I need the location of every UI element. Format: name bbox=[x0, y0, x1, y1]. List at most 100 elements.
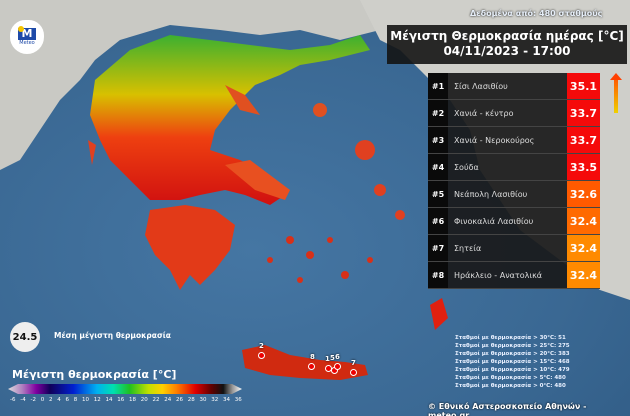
stat-line: Σταθμοί με θερμοκρασία > 25°C: 275 bbox=[455, 343, 570, 349]
copyright: © Εθνικό Αστεροσκοπείο Αθηνών - meteo.gr bbox=[428, 402, 587, 416]
legend-title: Μέγιστη θερμοκρασία [°C] bbox=[12, 368, 177, 381]
ranking-table: #1 Σίσι Λασιθίου 35.1 #2 Χανιά - κέντρο 33.7… bbox=[428, 73, 600, 289]
temperature-value: 33.7 bbox=[567, 100, 600, 126]
samos bbox=[395, 210, 405, 220]
meteo-logo: M Meteo bbox=[10, 20, 44, 54]
legend-tick: 8 bbox=[73, 397, 78, 403]
title-box: Μέγιστη Θερμοκρασία ημέρας [°C] 04/11/20… bbox=[387, 25, 627, 64]
marker-label: 1 bbox=[325, 355, 330, 363]
marker-label: 8 bbox=[310, 353, 315, 361]
rank: #7 bbox=[428, 235, 448, 261]
ranking-row: #6 Φινοκαλιά Λασιθίου 32.4 bbox=[428, 208, 600, 235]
station-marker bbox=[308, 363, 315, 370]
stat-line: Σταθμοί με θερμοκρασία > 15°C: 468 bbox=[455, 359, 570, 365]
stat-line: Σταθμοί με θερμοκρασία > 0°C: 480 bbox=[455, 383, 566, 389]
ranking-row: #4 Σούδα 33.5 bbox=[428, 154, 600, 181]
legend-tick: 14 bbox=[105, 397, 113, 403]
temperature-value: 32.4 bbox=[567, 262, 600, 288]
corfu bbox=[88, 140, 96, 165]
legend-tick: 0 bbox=[40, 397, 45, 403]
legend-tick: 24 bbox=[164, 397, 172, 403]
ranking-row: #2 Χανιά - κέντρο 33.7 bbox=[428, 100, 600, 127]
stat-line: Σταθμοί με θερμοκρασία > 5°C: 480 bbox=[455, 375, 566, 381]
legend-tick: 10 bbox=[81, 397, 89, 403]
legend-tick: -6 bbox=[10, 397, 16, 403]
marker-label: 7 bbox=[351, 359, 356, 367]
legend-ticks: -6 -4 -2 0 2 4 6 8 10 12 14 16 18 20 22 24 26 28 30 32 34 36 bbox=[10, 397, 242, 403]
station-name: Σούδα bbox=[448, 154, 567, 180]
marker-label: 5 bbox=[330, 354, 335, 362]
ranking-row: #1 Σίσι Λασιθίου 35.1 bbox=[428, 73, 600, 100]
lesvos bbox=[355, 140, 375, 160]
temperature-value: 32.4 bbox=[567, 208, 600, 234]
temperature-value: 32.6 bbox=[567, 181, 600, 207]
crete bbox=[242, 345, 368, 380]
legend-tick: 20 bbox=[140, 397, 148, 403]
station-name: Ηράκλειο - Ανατολικά bbox=[448, 262, 567, 288]
data-source: Δεδομένα από: 480 σταθμούς bbox=[470, 9, 603, 18]
average-temperature-label: Μέση μέγιστη θερμοκρασία bbox=[54, 331, 171, 340]
rhodes bbox=[430, 298, 448, 330]
station-marker bbox=[334, 363, 341, 370]
legend-tick: 26 bbox=[175, 397, 183, 403]
marker-label: 6 bbox=[335, 353, 340, 361]
stat-line: Σταθμοί με θερμοκρασία > 20°C: 383 bbox=[455, 351, 570, 357]
average-temperature-badge: 24.5 bbox=[10, 322, 40, 352]
legend-tick: 18 bbox=[128, 397, 136, 403]
legend-tick: 34 bbox=[222, 397, 230, 403]
station-name: Χανιά - κέντρο bbox=[448, 100, 567, 126]
station-name: Σητεία bbox=[448, 235, 567, 261]
station-marker bbox=[350, 369, 357, 376]
temperature-value: 33.7 bbox=[567, 127, 600, 153]
map-datetime: 04/11/2023 - 17:00 bbox=[443, 44, 571, 58]
rank: #6 bbox=[428, 208, 448, 234]
rank: #3 bbox=[428, 127, 448, 153]
evia bbox=[225, 160, 290, 200]
station-name: Χανιά - Νεροκούρος bbox=[448, 127, 567, 153]
station-stats: Σταθμοί με θερμοκρασία > 30°C: 51 Σταθμο… bbox=[455, 334, 570, 390]
rank: #5 bbox=[428, 181, 448, 207]
station-name: Σίσι Λασιθίου bbox=[448, 73, 567, 99]
cyclades bbox=[267, 236, 373, 283]
legend-tick: -4 bbox=[20, 397, 26, 403]
color-scale-bar bbox=[8, 384, 242, 394]
ranking-row: #7 Σητεία 32.4 bbox=[428, 235, 600, 262]
north-arrow-icon bbox=[610, 73, 622, 113]
marker-label: 2 bbox=[259, 342, 264, 350]
legend-tick: 28 bbox=[187, 397, 195, 403]
balkans-land bbox=[0, 0, 390, 170]
legend-tick: 6 bbox=[65, 397, 69, 403]
temperature-value: 32.4 bbox=[567, 235, 600, 261]
legend-tick: 32 bbox=[211, 397, 219, 403]
logo-sun-icon bbox=[18, 26, 24, 32]
chalkidiki bbox=[225, 85, 260, 115]
ranking-row: #5 Νεάπολη Λασιθίου 32.6 bbox=[428, 181, 600, 208]
rank: #8 bbox=[428, 262, 448, 288]
rank: #2 bbox=[428, 100, 448, 126]
legend-tick: 22 bbox=[152, 397, 160, 403]
ranking-row: #8 Ηράκλειο - Ανατολικά 32.4 bbox=[428, 262, 600, 289]
legend-tick: 30 bbox=[199, 397, 207, 403]
chios bbox=[374, 184, 386, 196]
rank: #4 bbox=[428, 154, 448, 180]
lemnos bbox=[313, 103, 327, 117]
legend-tick: 12 bbox=[93, 397, 101, 403]
station-name: Νεάπολη Λασιθίου bbox=[448, 181, 567, 207]
legend-tick: 16 bbox=[117, 397, 125, 403]
rank: #1 bbox=[428, 73, 448, 99]
map-title: Μέγιστη Θερμοκρασία ημέρας [°C] bbox=[390, 29, 624, 43]
station-marker bbox=[258, 352, 265, 359]
mainland-greece bbox=[90, 35, 370, 205]
stat-line: Σταθμοί με θερμοκρασία > 10°C: 479 bbox=[455, 367, 570, 373]
station-name: Φινοκαλιά Λασιθίου bbox=[448, 208, 567, 234]
ranking-row: #3 Χανιά - Νεροκούρος 33.7 bbox=[428, 127, 600, 154]
stat-line: Σταθμοί με θερμοκρασία > 30°C: 51 bbox=[455, 335, 566, 341]
peloponnese bbox=[145, 205, 235, 290]
temperature-value: 35.1 bbox=[567, 73, 600, 99]
legend-tick: 36 bbox=[234, 397, 242, 403]
temperature-value: 33.5 bbox=[567, 154, 600, 180]
legend-tick: 2 bbox=[48, 397, 53, 403]
logo-text: Meteo bbox=[19, 40, 35, 46]
legend-tick: -2 bbox=[30, 397, 36, 403]
